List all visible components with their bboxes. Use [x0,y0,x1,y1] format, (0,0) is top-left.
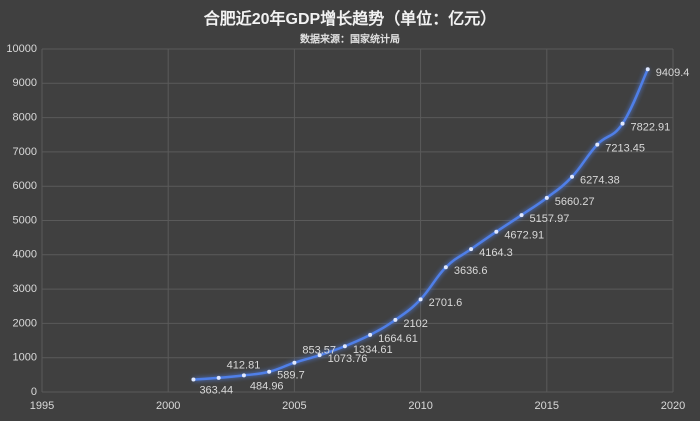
data-label: 3636.6 [454,265,488,277]
point [469,247,474,252]
point [216,375,221,380]
y-tick-label: 8000 [13,112,37,124]
point [544,195,549,200]
x-tick-label: 2000 [156,400,180,412]
data-label: 4164.3 [479,247,513,259]
point [241,373,246,378]
point [393,317,398,322]
data-label: 1664.61 [378,333,418,345]
point [191,377,196,382]
point [368,332,373,337]
data-label: 4672.91 [504,230,544,242]
point [342,344,347,349]
y-tick-label: 9000 [13,77,37,89]
point [292,360,297,365]
y-tick-label: 1000 [13,352,37,364]
x-tick-label: 2020 [661,400,685,412]
y-tick-label: 7000 [13,146,37,158]
data-label: 1073.76 [328,353,368,365]
point [443,265,448,270]
data-label: 7213.45 [605,142,645,154]
y-tick-label: 6000 [13,180,37,192]
data-label: 9409.4 [656,67,690,79]
x-tick-label: 2015 [535,400,559,412]
x-tick-label: 1995 [30,400,54,412]
data-label: 853.57 [302,345,336,357]
point [418,297,423,302]
point [267,369,272,374]
y-tick-label: 2000 [13,317,37,329]
data-label: 589.7 [277,370,305,382]
data-label: 5660.27 [555,196,595,208]
y-tick-label: 4000 [13,249,37,261]
data-label: 1334.61 [353,344,393,356]
y-tick-label: 10000 [6,43,37,55]
point [645,67,650,72]
chart-title: 合肥近20年GDP增长趋势（单位：亿元） [204,9,496,28]
data-label: 5157.97 [530,213,570,225]
point [494,229,499,234]
data-label: 6274.38 [580,175,620,187]
x-tick-label: 2010 [408,400,432,412]
chart-subtitle: 数据来源：国家统计局 [300,33,400,46]
point [519,213,524,218]
point [317,353,322,358]
point [595,142,600,147]
point [620,121,625,126]
y-tick-label: 3000 [13,283,37,295]
x-tick-label: 2005 [282,400,306,412]
y-tick-label: 5000 [13,214,37,226]
data-label: 7822.91 [631,122,671,134]
data-label: 484.96 [250,380,284,392]
data-label: 2102 [403,318,427,330]
data-label: 363.44 [199,384,233,396]
data-label: 412.81 [227,360,261,372]
point [570,174,575,179]
data-label: 2701.6 [429,297,463,309]
y-tick-label: 0 [31,386,37,398]
